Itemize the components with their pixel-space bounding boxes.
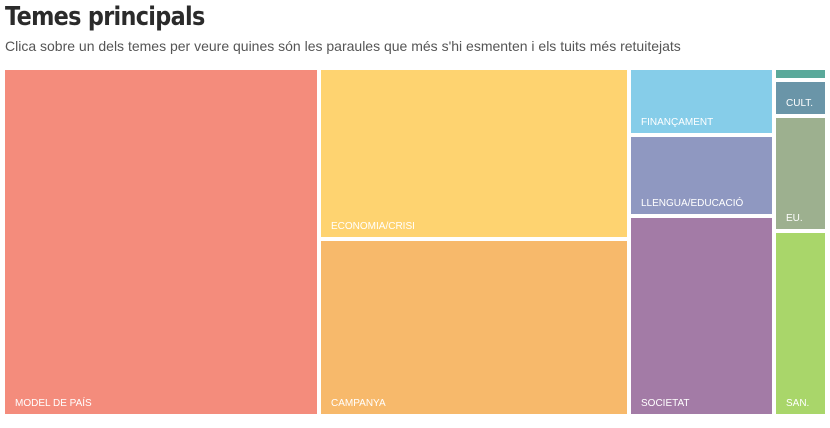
tile-label: MODEL DE PAÍS: [15, 398, 92, 409]
tile-label: EU.: [786, 213, 803, 224]
tile-model-de-pa-s[interactable]: MODEL DE PAÍS: [5, 70, 317, 414]
tile-finan-ament[interactable]: FINANÇAMENT: [631, 70, 772, 133]
tile-societat[interactable]: SOCIETAT: [631, 218, 772, 414]
tile-label: SAN.: [786, 398, 810, 409]
tile-san[interactable]: SAN.: [776, 233, 825, 414]
tile-economia-crisi[interactable]: ECONOMIA/CRISI: [321, 70, 627, 237]
tile-label: LLENGUA/EDUCACIÓ: [641, 198, 744, 209]
tile-m-a[interactable]: M.A.: [776, 70, 825, 78]
tile-cult[interactable]: CULT.: [776, 82, 825, 114]
tile-label: ECONOMIA/CRISI: [331, 221, 415, 232]
tile-label: FINANÇAMENT: [641, 117, 714, 128]
subtitle: Clica sobre un dels temes per veure quin…: [5, 38, 681, 54]
tile-label: SOCIETAT: [641, 398, 690, 409]
tile-campanya[interactable]: CAMPANYA: [321, 241, 627, 414]
tile-eu[interactable]: EU.: [776, 118, 825, 229]
tile-label: M.A.: [786, 70, 807, 73]
treemap: MODEL DE PAÍS ECONOMIA/CRISI CAMPANYA FINAN…: [5, 70, 825, 414]
tile-llengua-educaci[interactable]: LLENGUA/EDUCACIÓ: [631, 137, 772, 214]
page-title: Temes principals: [5, 2, 205, 32]
tile-label: CULT.: [786, 98, 814, 109]
tile-label: CAMPANYA: [331, 398, 386, 409]
